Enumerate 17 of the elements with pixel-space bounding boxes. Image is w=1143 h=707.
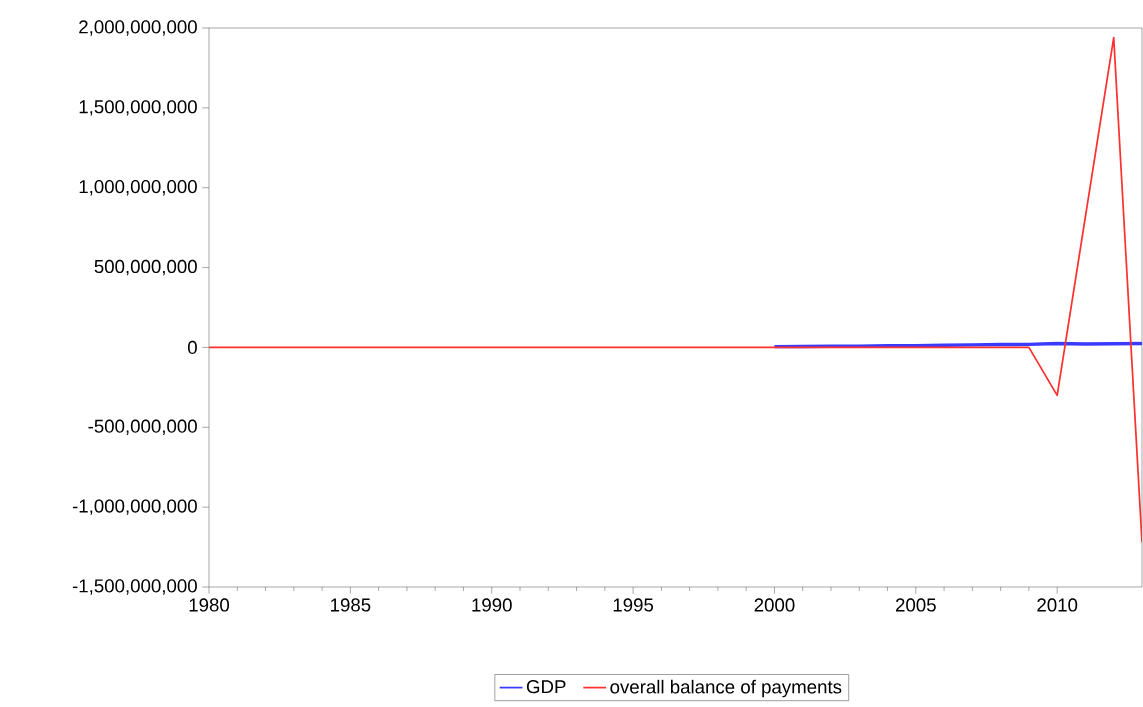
x-tick-label: 1995	[613, 598, 654, 612]
y-tick-label: 2,000,000,000	[79, 20, 197, 36]
x-tick-label: 1990	[472, 598, 512, 612]
y-tick-label: 1,000,000,000	[79, 179, 197, 196]
legend-label: GDP	[526, 680, 566, 694]
y-tick-label: 0	[187, 340, 197, 355]
x-tick-label: 1980	[189, 598, 230, 612]
y-tick-label: -1,500,000,000	[72, 579, 197, 595]
legend-label: overall balance of payments	[610, 679, 842, 698]
x-tick-label: 2000	[754, 598, 795, 612]
y-tick-label: 500,000,000	[94, 259, 197, 276]
x-tick-label: 2005	[895, 598, 936, 612]
y-tick-label: -500,000,000	[88, 419, 197, 435]
y-tick-label: 1,500,000,000	[79, 100, 197, 116]
x-tick-label: 1985	[331, 598, 371, 612]
y-tick-label: -1,000,000,000	[72, 499, 197, 515]
x-tick-label: 2010	[1037, 598, 1078, 612]
